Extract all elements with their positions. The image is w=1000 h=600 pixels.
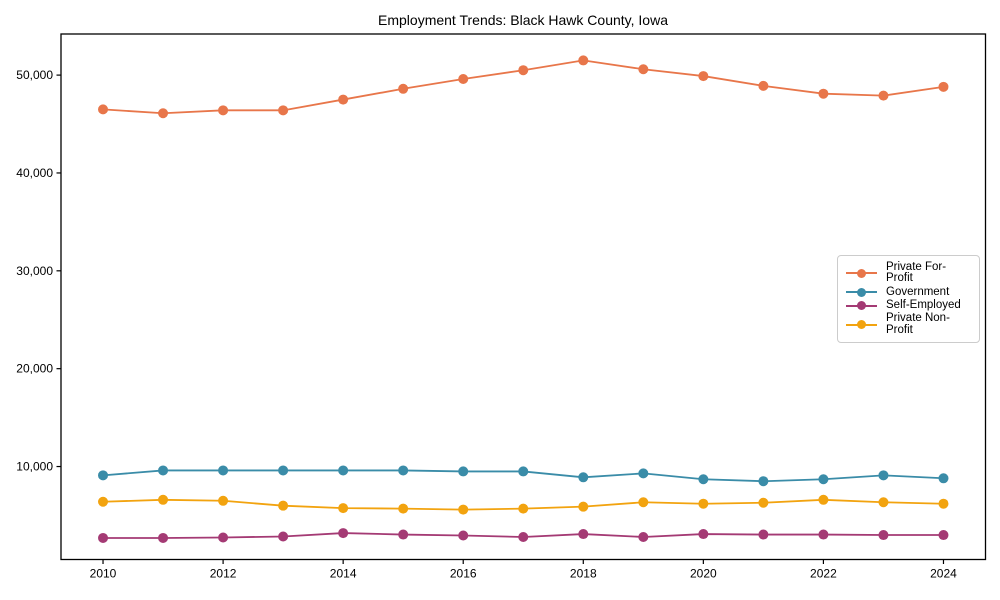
data-point-self-employed-2016 (458, 530, 469, 541)
data-point-private-for-profit-2014 (338, 94, 349, 105)
legend-item: Private Non-Profit (846, 312, 971, 336)
data-point-self-employed-2010 (98, 532, 109, 543)
data-point-self-employed-2021 (758, 529, 769, 540)
plot-border (60, 33, 987, 561)
legend-item: Self-Employed (846, 298, 971, 312)
data-point-self-employed-2014 (338, 528, 349, 539)
data-point-private-for-profit-2018 (578, 55, 589, 66)
data-point-private-for-profit-2023 (878, 90, 889, 101)
legend-dot (857, 320, 866, 330)
data-point-private-for-profit-2010 (98, 104, 109, 115)
y-tick-label: 10,000 (16, 460, 53, 474)
data-point-government-2021 (758, 476, 769, 487)
data-point-government-2012 (218, 465, 229, 476)
data-point-government-2022 (818, 474, 829, 485)
data-point-private-for-profit-2019 (638, 64, 649, 75)
data-point-self-employed-2024 (938, 530, 949, 541)
y-tick-label: 40,000 (16, 166, 53, 180)
data-point-government-2020 (698, 474, 709, 485)
legend-line-marker-icon (846, 287, 877, 298)
data-point-government-2018 (578, 472, 589, 483)
x-tick-label: 2012 (210, 567, 237, 581)
x-tick-label: 2016 (450, 567, 477, 581)
x-tick-label: 2022 (810, 567, 837, 581)
data-point-private-non-profit-2013 (278, 500, 289, 511)
data-point-self-employed-2012 (218, 532, 229, 543)
data-point-self-employed-2013 (278, 531, 289, 542)
legend-item: Government (846, 285, 971, 299)
data-point-self-employed-2023 (878, 530, 889, 541)
chart-title: Employment Trends: Black Hawk County, Io… (378, 12, 668, 28)
legend-line-marker-icon (846, 319, 877, 330)
data-point-government-2023 (878, 470, 889, 481)
data-point-government-2015 (398, 465, 409, 476)
data-point-self-employed-2011 (158, 532, 169, 543)
data-point-private-non-profit-2019 (638, 497, 649, 508)
data-point-self-employed-2020 (698, 529, 709, 540)
y-tick-label: 50,000 (16, 68, 53, 82)
data-point-private-for-profit-2015 (398, 83, 409, 94)
data-point-private-non-profit-2022 (818, 494, 829, 505)
data-point-private-non-profit-2020 (698, 498, 709, 509)
data-point-private-non-profit-2023 (878, 497, 889, 508)
legend-dot (857, 287, 866, 297)
data-point-private-for-profit-2016 (458, 74, 469, 85)
data-point-self-employed-2019 (638, 531, 649, 542)
data-point-government-2014 (338, 465, 349, 476)
data-point-self-employed-2015 (398, 529, 409, 540)
data-point-private-for-profit-2022 (818, 88, 829, 99)
legend-item: Private For-Profit (846, 260, 971, 285)
data-point-private-non-profit-2016 (458, 504, 469, 515)
data-point-private-non-profit-2017 (518, 503, 529, 514)
data-point-private-non-profit-2011 (158, 494, 169, 505)
legend-line-marker-icon (846, 268, 877, 279)
legend-dot (857, 268, 866, 278)
x-tick-label: 2018 (570, 567, 597, 581)
data-point-private-non-profit-2021 (758, 497, 769, 508)
legend-label: Self-Employed (886, 298, 961, 311)
data-point-government-2017 (518, 466, 529, 477)
x-tick-label: 2010 (90, 567, 117, 581)
data-point-private-non-profit-2018 (578, 501, 589, 512)
x-tick-label: 2020 (690, 567, 717, 581)
data-point-private-non-profit-2014 (338, 503, 349, 514)
data-point-government-2024 (938, 473, 949, 484)
data-point-private-for-profit-2020 (698, 71, 709, 82)
y-tick-label: 20,000 (16, 362, 53, 376)
data-point-government-2010 (98, 470, 109, 481)
data-point-private-for-profit-2024 (938, 81, 949, 92)
data-point-self-employed-2018 (578, 529, 589, 540)
legend-line-marker-icon (846, 300, 877, 311)
data-point-self-employed-2017 (518, 531, 529, 542)
data-point-private-non-profit-2012 (218, 495, 229, 506)
data-point-private-for-profit-2013 (278, 105, 289, 116)
data-point-private-non-profit-2024 (938, 498, 949, 509)
x-tick-label: 2014 (330, 567, 357, 581)
data-point-private-non-profit-2015 (398, 503, 409, 514)
data-point-government-2016 (458, 466, 469, 477)
data-point-self-employed-2022 (818, 529, 829, 540)
legend-label: Government (886, 285, 950, 298)
data-point-private-for-profit-2021 (758, 80, 769, 91)
data-point-government-2011 (158, 465, 169, 476)
legend-dot (857, 301, 866, 311)
legend-label: Private Non-Profit (886, 312, 950, 336)
legend-label: Private For-Profit (886, 260, 947, 285)
data-point-private-non-profit-2010 (98, 496, 109, 507)
legend: Private For-Profit Government Self-Employe… (837, 255, 980, 343)
data-point-private-for-profit-2011 (158, 108, 169, 119)
x-tick-label: 2024 (930, 567, 957, 581)
data-point-private-for-profit-2012 (218, 105, 229, 116)
data-point-private-for-profit-2017 (518, 65, 529, 76)
data-point-government-2013 (278, 465, 289, 476)
y-tick-label: 30,000 (16, 264, 53, 278)
data-point-government-2019 (638, 468, 649, 479)
